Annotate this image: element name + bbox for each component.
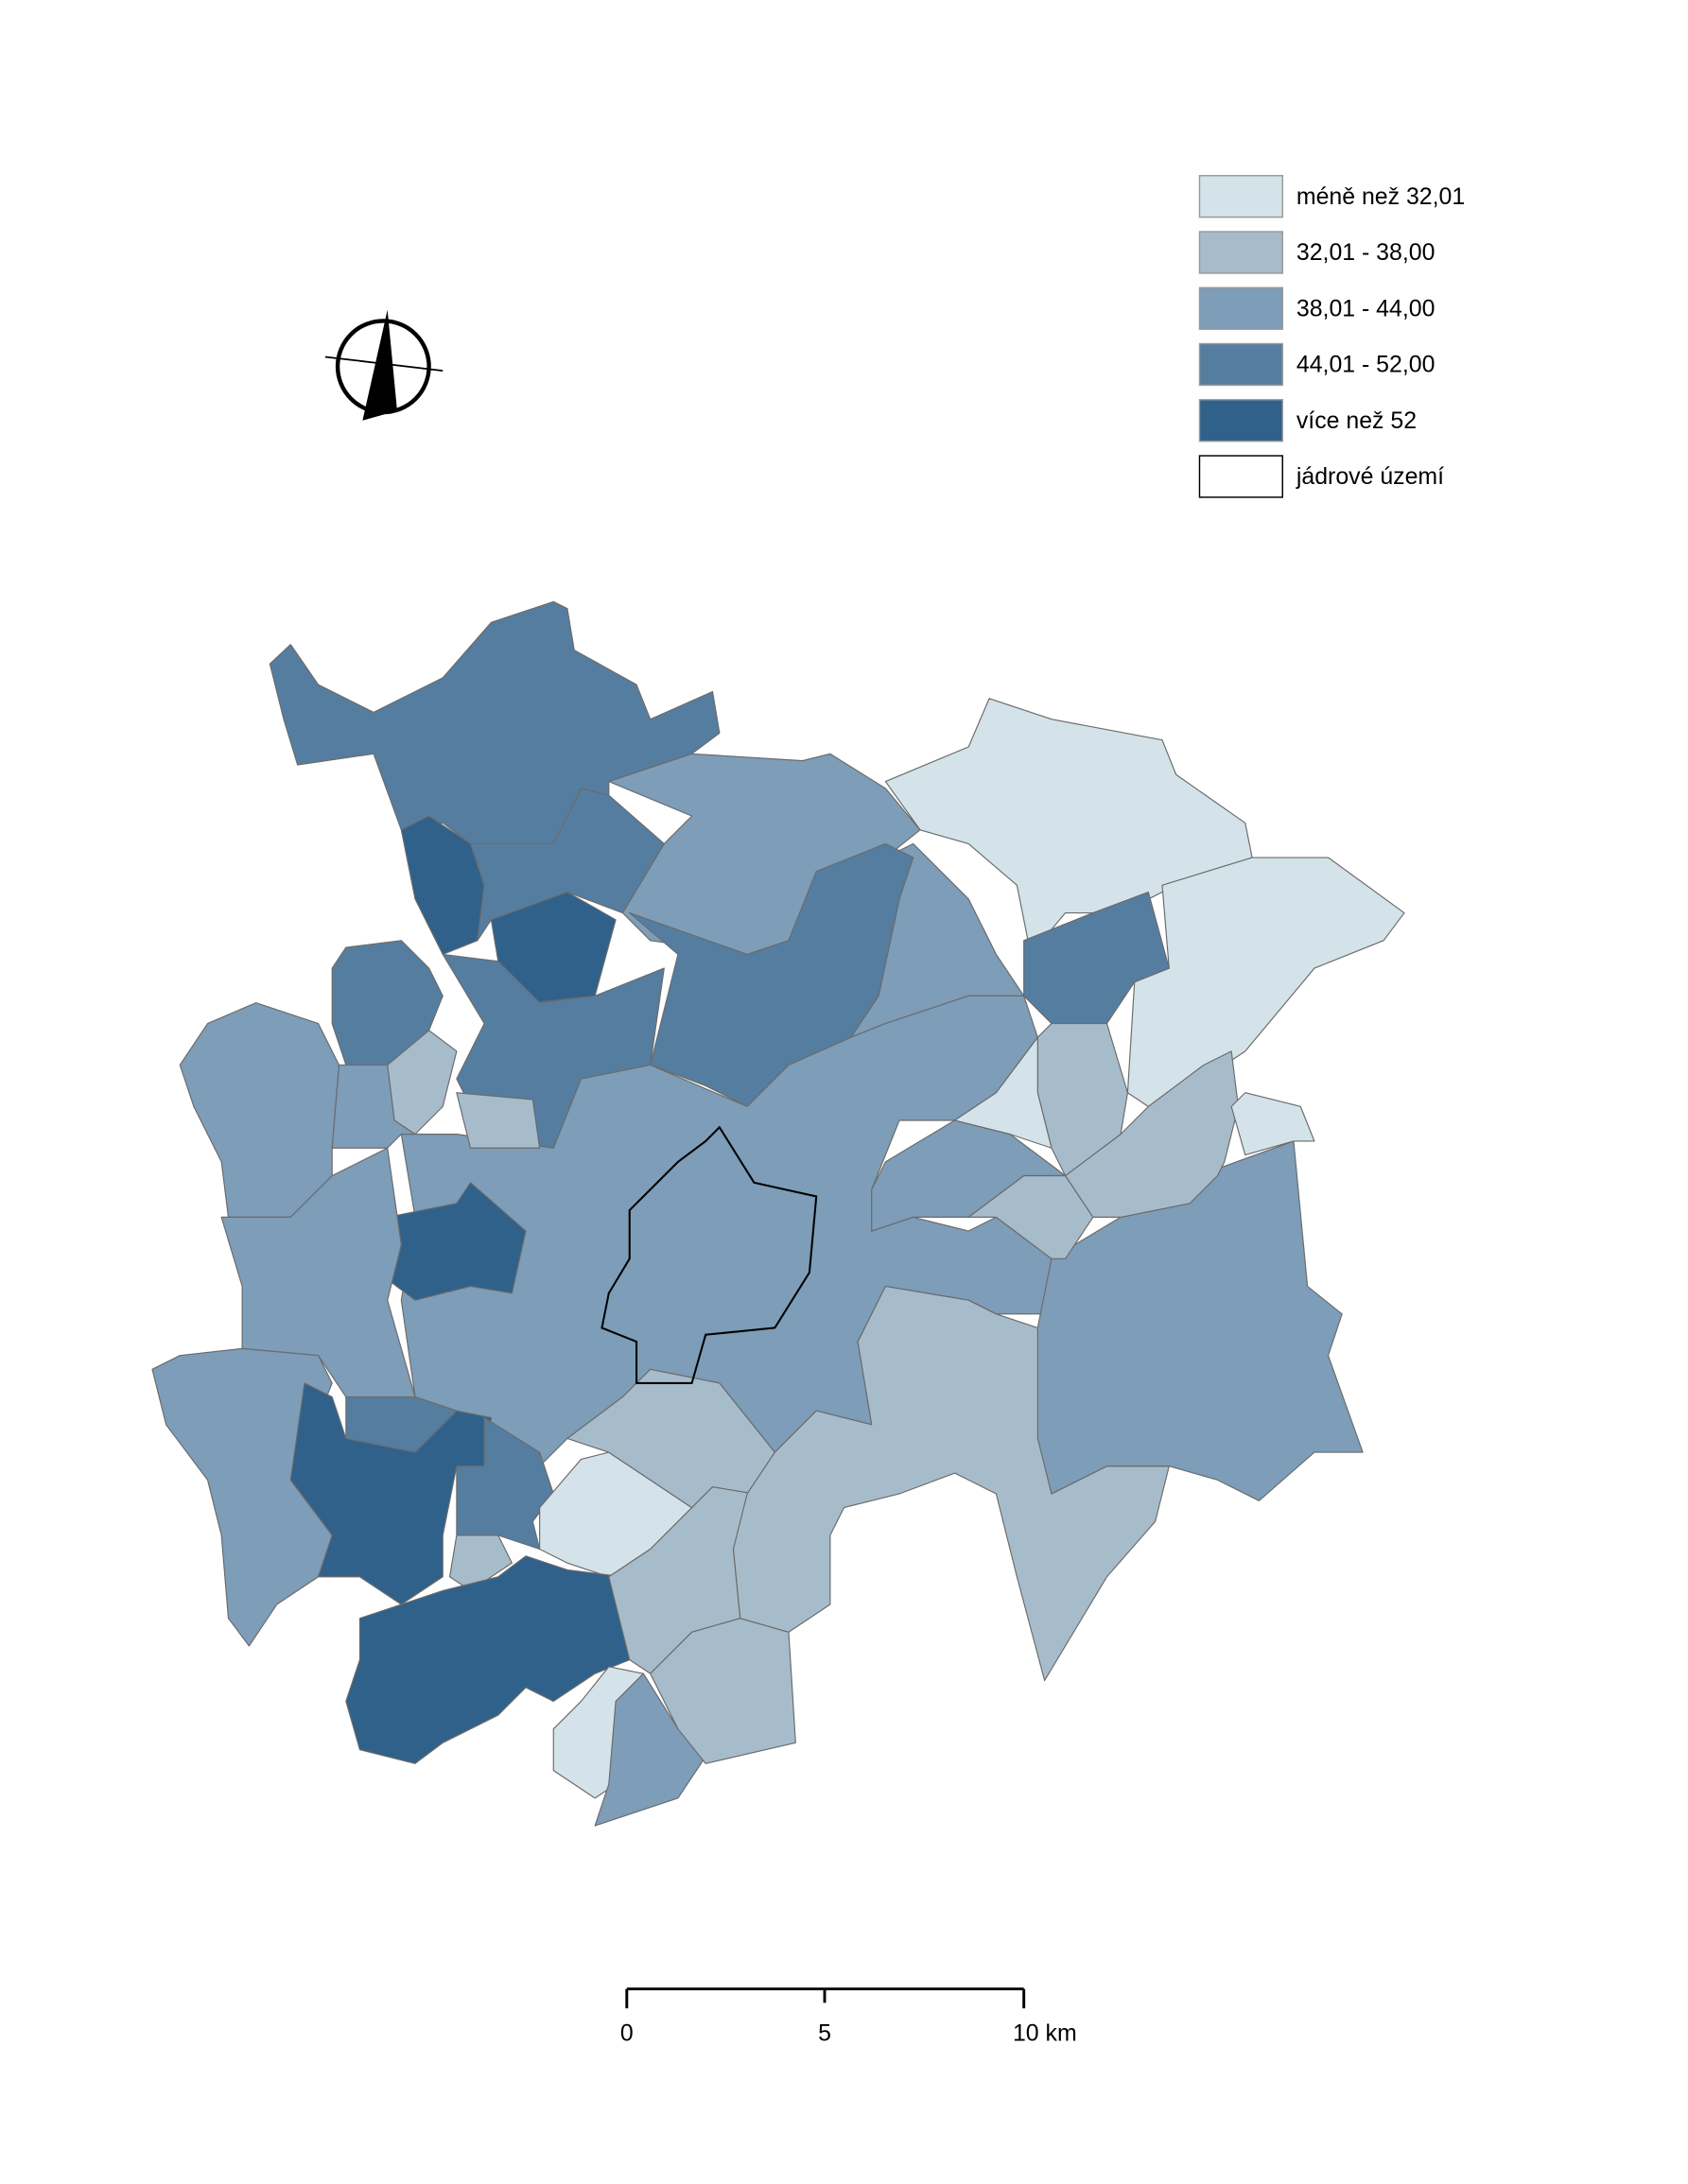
region bbox=[448, 1534, 513, 1591]
region bbox=[953, 1036, 1053, 1149]
region bbox=[179, 1002, 340, 1218]
legend-label: 44,01 - 52,00 bbox=[1296, 352, 1436, 378]
region bbox=[650, 1618, 796, 1764]
north-arrow-needle bbox=[362, 309, 397, 421]
legend: méně než 32,01 32,01 - 38,00 38,01 - 44,00… bbox=[1198, 175, 1465, 498]
legend-label: 32,01 - 38,00 bbox=[1296, 239, 1436, 266]
core-area-outline bbox=[600, 1125, 818, 1384]
north-arrow bbox=[324, 309, 444, 421]
region bbox=[594, 1673, 706, 1827]
region bbox=[345, 1395, 458, 1453]
scale-bar-label: 5 bbox=[818, 2020, 831, 2047]
legend-swatch bbox=[1198, 231, 1283, 274]
legend-label: více než 52 bbox=[1296, 407, 1417, 434]
region bbox=[269, 600, 721, 873]
legend-swatch bbox=[1198, 286, 1283, 330]
legend-swatch bbox=[1198, 399, 1283, 442]
legend-swatch bbox=[1198, 455, 1283, 498]
region bbox=[220, 1147, 416, 1398]
scale-bar-label: 10 km bbox=[1013, 2020, 1077, 2047]
region bbox=[732, 1285, 1170, 1682]
region bbox=[1230, 1092, 1315, 1156]
legend-label: méně než 32,01 bbox=[1296, 183, 1465, 210]
region bbox=[1023, 892, 1170, 1025]
region bbox=[456, 1092, 541, 1149]
regions bbox=[151, 600, 1405, 1827]
legend-label: 38,01 - 44,00 bbox=[1296, 295, 1436, 321]
region bbox=[1126, 857, 1405, 1107]
region bbox=[469, 788, 665, 942]
scale-bar-label: 0 bbox=[620, 2020, 634, 2047]
legend-swatch bbox=[1198, 342, 1283, 387]
legend-swatch bbox=[1198, 175, 1283, 218]
region bbox=[1064, 1050, 1240, 1218]
region bbox=[345, 1555, 631, 1764]
legend-label: jádrové území bbox=[1296, 463, 1444, 490]
scale-bar: 0 5 10 km bbox=[620, 1987, 1077, 2047]
region bbox=[387, 1182, 527, 1301]
region bbox=[456, 1416, 554, 1551]
